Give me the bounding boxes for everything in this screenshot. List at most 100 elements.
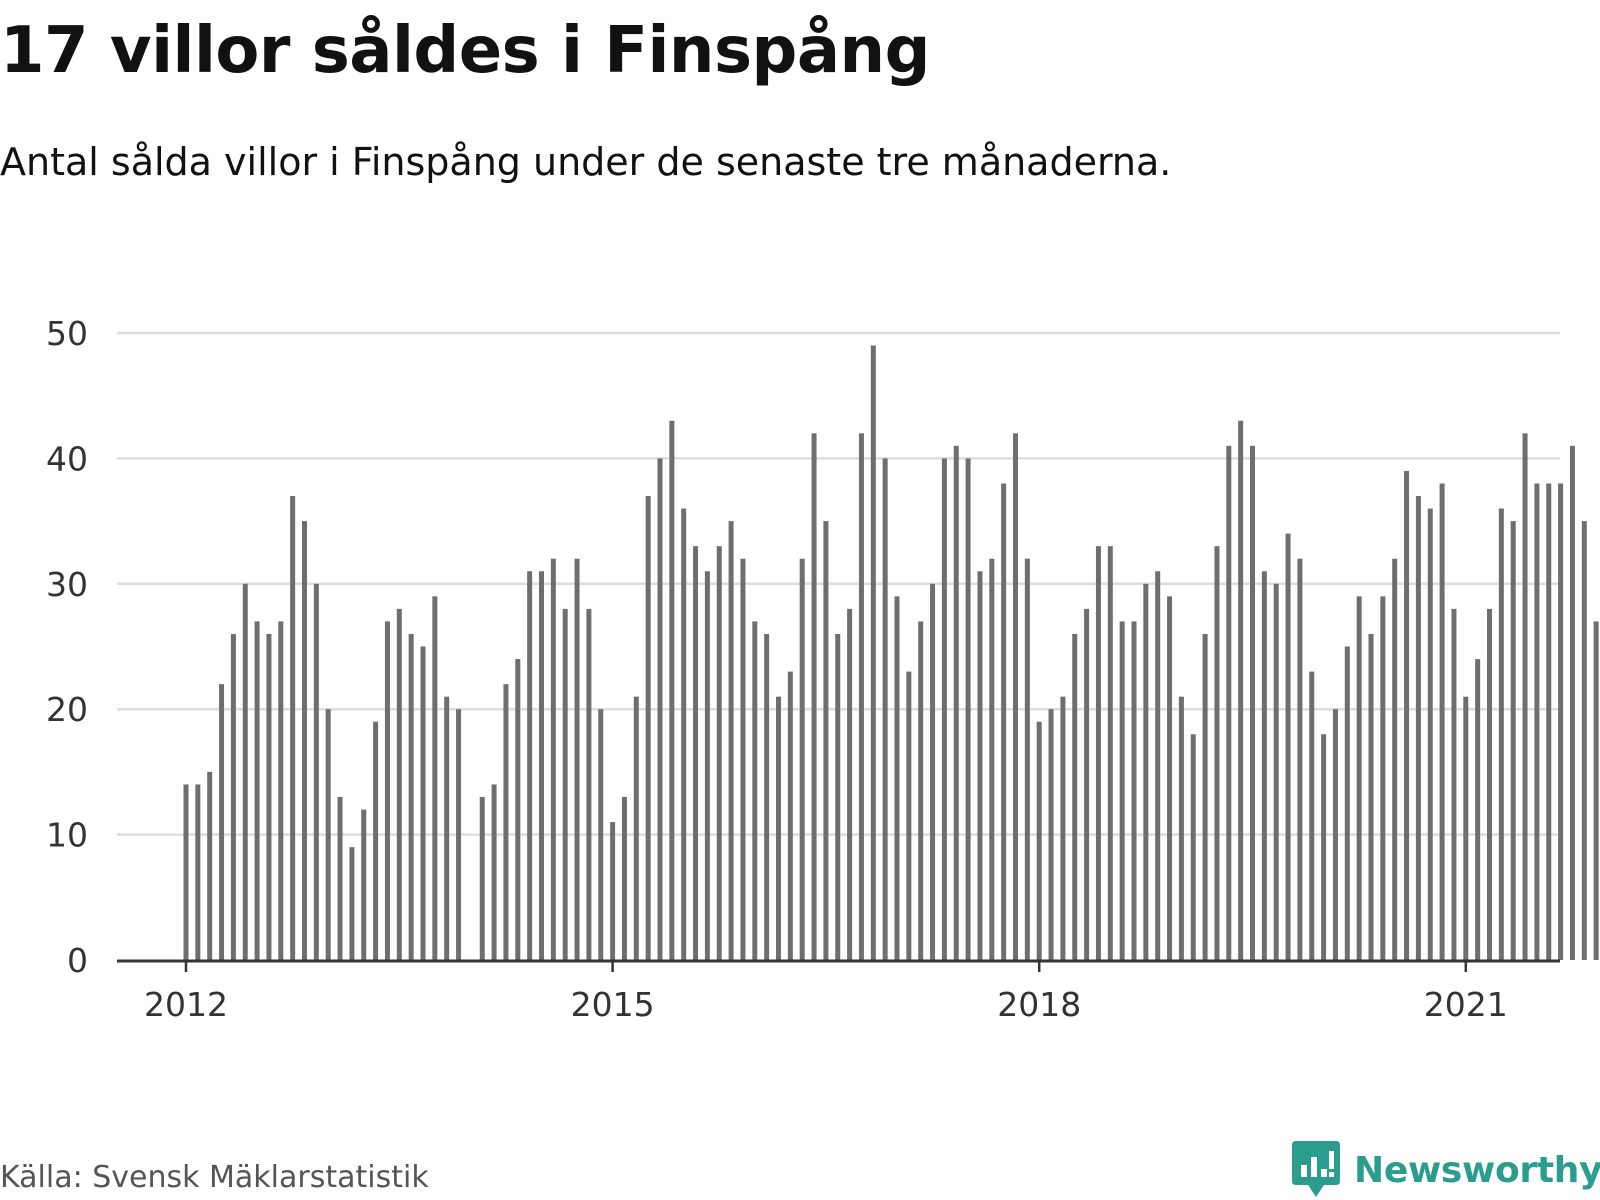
- chart-title: 17 villor såldes i Finspång: [0, 14, 930, 88]
- bar: [1380, 596, 1386, 960]
- bar: [847, 608, 853, 960]
- bar: [1095, 546, 1101, 960]
- x-axis-ticks: 20122015201820212023: [144, 961, 1508, 1024]
- bar: [396, 608, 402, 960]
- bar: [1558, 483, 1564, 960]
- bar: [1581, 521, 1587, 960]
- bar: [444, 696, 450, 960]
- bar: [1107, 546, 1113, 960]
- bar: [242, 583, 248, 960]
- y-tick-label: 30: [46, 565, 88, 604]
- bar: [1072, 633, 1078, 960]
- x-tick-label: 2015: [571, 985, 655, 1024]
- newsworthy-logo: Newsworthy: [1292, 1141, 1600, 1198]
- y-tick-label: 20: [46, 690, 88, 729]
- bar: [1214, 546, 1220, 960]
- bar: [1451, 608, 1457, 960]
- bar: [930, 583, 936, 960]
- chart-subtitle: Antal sålda villor i Finspång under de s…: [0, 140, 1172, 184]
- bar: [1273, 583, 1279, 960]
- bar: [586, 608, 592, 960]
- bar: [1060, 696, 1066, 960]
- bar: [669, 420, 675, 960]
- bar: [1024, 558, 1030, 960]
- bar: [1285, 533, 1291, 960]
- bar: [633, 696, 639, 960]
- y-tick-label: 0: [67, 941, 88, 980]
- bar: [918, 621, 924, 960]
- bar: [1178, 696, 1184, 960]
- y-tick-label: 10: [46, 816, 88, 855]
- bar: [1297, 558, 1303, 960]
- bar: [870, 345, 876, 960]
- bar: [1084, 608, 1090, 960]
- source-text: Källa: Svensk Mäklarstatistik: [0, 1160, 429, 1195]
- bar: [183, 784, 189, 960]
- bar: [1463, 696, 1469, 960]
- bar: [254, 621, 260, 960]
- bar: [1404, 470, 1410, 960]
- bar: [562, 608, 568, 960]
- bar: [1048, 709, 1054, 960]
- bar: [1344, 646, 1350, 960]
- bar: [278, 621, 284, 960]
- bar: [1439, 483, 1445, 960]
- bar: [1522, 433, 1528, 960]
- bar: [835, 633, 841, 960]
- bar: [965, 458, 971, 960]
- bar: [503, 684, 509, 960]
- bar: [645, 496, 651, 960]
- bar: [989, 558, 995, 960]
- bar: [420, 646, 426, 960]
- x-tick-label: 2018: [997, 985, 1081, 1024]
- bar: [207, 771, 213, 960]
- x-tick-label: 2012: [144, 985, 228, 1024]
- bar: [1250, 445, 1255, 960]
- bar: [953, 445, 959, 960]
- bar: [550, 558, 556, 960]
- bar: [1261, 571, 1267, 960]
- bar: [479, 796, 485, 960]
- bar: [823, 521, 829, 960]
- bar: [1202, 633, 1208, 960]
- bar: [716, 546, 722, 960]
- bar: [1332, 709, 1338, 960]
- bar: [657, 458, 663, 960]
- bar: [491, 784, 497, 960]
- bar: [704, 571, 710, 960]
- bar: [432, 596, 438, 960]
- y-axis-labels: 0 10 20 30 40 50: [46, 314, 88, 980]
- bar: [1013, 433, 1018, 960]
- bar: [527, 571, 533, 960]
- newsworthy-logo-icon: [1292, 1141, 1340, 1197]
- bar: [1190, 734, 1196, 960]
- bar: [219, 684, 225, 960]
- bar: [1143, 583, 1149, 960]
- bar: [337, 796, 343, 960]
- bar: [1309, 671, 1315, 960]
- bar: [1036, 721, 1042, 960]
- bar: [764, 633, 770, 960]
- bar: [799, 558, 805, 960]
- bar: [787, 671, 793, 960]
- gridlines: [117, 331, 1560, 836]
- bar: [1356, 596, 1362, 960]
- bar: [1368, 633, 1374, 960]
- bar: [1534, 483, 1540, 960]
- bar: [610, 822, 616, 960]
- bar: [1427, 508, 1433, 960]
- bar: [1001, 483, 1007, 960]
- bar: [515, 659, 521, 960]
- bar: [1498, 508, 1504, 960]
- bar: [776, 696, 781, 960]
- bar: [1155, 571, 1161, 960]
- y-tick-label: 50: [46, 314, 88, 353]
- bar: [290, 496, 296, 960]
- bar: [894, 596, 900, 960]
- bar: [1167, 596, 1173, 960]
- bar: [598, 709, 604, 960]
- bar: [1593, 621, 1599, 960]
- bar: [1392, 558, 1398, 960]
- logo-text: Newsworthy: [1354, 1149, 1600, 1191]
